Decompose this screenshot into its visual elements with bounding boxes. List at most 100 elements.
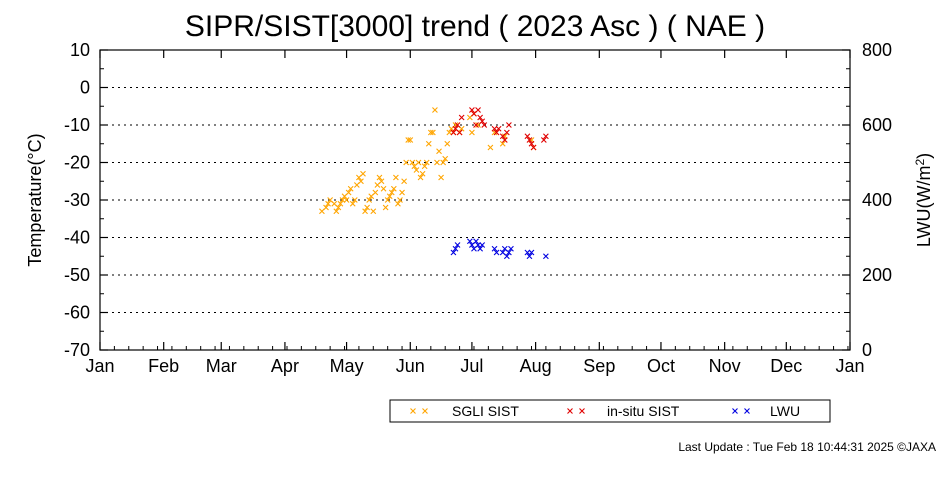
in-situ-sist-point bbox=[477, 114, 484, 121]
legend-marker-insitu bbox=[579, 408, 585, 414]
sgli-sist-point bbox=[380, 185, 387, 192]
in-situ-sist-point bbox=[528, 140, 535, 147]
sgli-sist-point bbox=[397, 197, 403, 203]
sgli-sist-point bbox=[343, 197, 350, 203]
sgli-sist-point bbox=[382, 204, 389, 211]
legend-box bbox=[389, 399, 831, 423]
sgli-sist-point bbox=[349, 200, 356, 207]
in-situ-sist-point bbox=[473, 122, 479, 128]
legend-label-sgli: SGLI SIST bbox=[452, 403, 519, 419]
sgli-sist-point bbox=[358, 178, 364, 185]
x-tick-label: Feb bbox=[148, 356, 179, 376]
x-tick-label: Dec bbox=[770, 356, 802, 376]
in-situ-sist-point bbox=[475, 107, 481, 113]
y2-tick-label: 0 bbox=[862, 340, 872, 360]
in-situ-sist-point bbox=[540, 137, 547, 143]
lwu-point bbox=[493, 249, 500, 256]
sgli-sist-point bbox=[409, 159, 416, 166]
legend-marker-lwu bbox=[744, 408, 750, 414]
sgli-sist-point bbox=[362, 208, 368, 215]
sgli-sist-point bbox=[429, 129, 436, 136]
in-situ-sist-point bbox=[450, 129, 457, 136]
sgli-sist-point bbox=[399, 189, 405, 196]
y2-tick-labels: 800 600 400 200 0 bbox=[862, 40, 892, 360]
legend-label-lwu: LWU bbox=[770, 403, 800, 419]
sgli-sist-point bbox=[372, 189, 379, 196]
sgli-sist-point bbox=[370, 208, 377, 215]
lwu-point bbox=[473, 238, 479, 245]
in-situ-sist-point bbox=[454, 122, 461, 128]
in-situ-sist-point bbox=[530, 144, 537, 151]
sgli-sist-point bbox=[405, 137, 412, 143]
in-situ-sist-point bbox=[526, 137, 533, 143]
in-situ-sist-point bbox=[506, 122, 512, 128]
in-situ-sist-point bbox=[456, 129, 463, 136]
lwu-point bbox=[479, 242, 486, 248]
y2-axis-label-end: ) bbox=[914, 153, 934, 159]
x-tick-label: Jan bbox=[835, 356, 864, 376]
y2-axis-label-sup: 2 bbox=[913, 159, 927, 166]
sgli-sist-point bbox=[407, 137, 414, 143]
sgli-sist-point bbox=[395, 200, 401, 207]
sgli-sist-point bbox=[419, 170, 426, 177]
sgli-sist-point bbox=[376, 174, 383, 181]
sgli-sist-point bbox=[427, 129, 434, 136]
sgli-sist-point bbox=[335, 204, 342, 211]
y2-axis-label-base: LWU(W/m bbox=[914, 166, 934, 248]
y2-tick-label: 200 bbox=[862, 265, 892, 285]
sgli-sist-point bbox=[423, 159, 430, 166]
sgli-sist-point bbox=[413, 167, 420, 173]
sgli-sist-point bbox=[469, 129, 475, 136]
sgli-sist-point bbox=[487, 144, 494, 151]
legend-marker-lwu bbox=[732, 408, 738, 414]
sgli-sist-point bbox=[384, 197, 391, 203]
x-tick-label: Jun bbox=[396, 356, 425, 376]
sgli-sist-point bbox=[442, 155, 449, 162]
legend-marker-sgli bbox=[422, 408, 428, 414]
in-situ-sist-point bbox=[458, 114, 465, 121]
sgli-sist-point bbox=[388, 189, 395, 196]
y-tick-label: -30 bbox=[64, 190, 90, 210]
axis-ticks bbox=[99, 49, 851, 351]
in-situ-sist-point bbox=[501, 137, 508, 143]
sgli-sist-point bbox=[403, 159, 410, 166]
lwu-point bbox=[508, 245, 514, 252]
x-tick-label: Sep bbox=[583, 356, 615, 376]
sgli-sist-point bbox=[415, 159, 422, 166]
chart-title: SIPR/SIST[3000] trend ( 2023 Asc ) ( NAE… bbox=[185, 10, 765, 43]
last-update-footer: Last Update : Tue Feb 18 10:44:31 2025 ©… bbox=[678, 440, 936, 454]
sgli-sist-point bbox=[434, 159, 440, 166]
sgli-sist-point bbox=[401, 178, 407, 185]
sgli-sist-point bbox=[421, 163, 428, 170]
y-tick-label: -20 bbox=[64, 153, 90, 173]
sgli-sist-point bbox=[436, 148, 442, 155]
lwu-point bbox=[452, 245, 459, 252]
x-tick-label: Mar bbox=[206, 356, 237, 376]
sgli-sist-point bbox=[438, 174, 444, 181]
x-tick-label: Jul bbox=[460, 356, 483, 376]
in-situ-sist-point bbox=[493, 129, 500, 136]
lwu-point bbox=[491, 245, 498, 252]
sgli-sist-point bbox=[345, 189, 352, 196]
x-tick-label: Jan bbox=[85, 356, 114, 376]
sgli-sist-point bbox=[393, 174, 399, 181]
y2-tick-label: 600 bbox=[862, 115, 892, 135]
sgli-sist-point bbox=[390, 185, 397, 192]
y-axis-label: Temperature(°C) bbox=[25, 133, 45, 266]
y2-axis-label: LWU(W/m2) bbox=[913, 153, 934, 247]
gridlines bbox=[100, 87, 850, 313]
in-situ-sist-point bbox=[495, 125, 502, 132]
lwu-point bbox=[454, 242, 461, 248]
sgli-sist-point bbox=[432, 107, 438, 113]
sgli-sist-point bbox=[444, 140, 451, 147]
in-situ-sist-point bbox=[524, 133, 531, 140]
x-tick-label: Nov bbox=[709, 356, 741, 376]
sgli-sist-point bbox=[351, 197, 358, 203]
legend-label-insitu: in-situ SIST bbox=[607, 403, 680, 419]
y-tick-label: -10 bbox=[64, 115, 90, 135]
y-tick-label: -50 bbox=[64, 265, 90, 285]
y-tick-label: 0 bbox=[80, 78, 90, 98]
in-situ-sist-point bbox=[469, 107, 475, 113]
sgli-sist-point bbox=[417, 174, 424, 181]
